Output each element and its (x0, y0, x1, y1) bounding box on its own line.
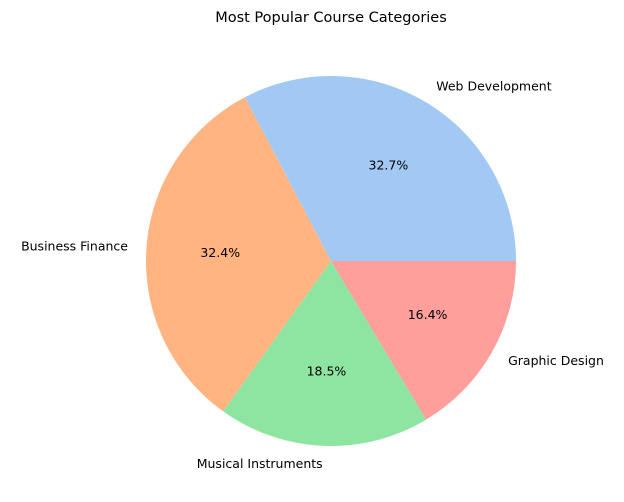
slice-label-graphic-design: Graphic Design (508, 353, 604, 368)
slice-percent-business-finance: 32.4% (200, 245, 240, 260)
slice-percent-graphic-design: 16.4% (408, 307, 448, 322)
pie-slices (145, 76, 516, 446)
pie-slice-web-development (244, 76, 516, 261)
pie-slice-business-finance (145, 97, 331, 412)
slice-percent-musical-instruments: 18.5% (307, 363, 347, 378)
slice-percent-web-development: 32.7% (369, 157, 409, 172)
chart-title: Most Popular Course Categories (215, 10, 447, 26)
pie-slice-musical-instruments (223, 261, 427, 446)
slice-label-musical-instruments: Musical Instruments (197, 456, 323, 471)
pie-slice-graphic-design (331, 261, 516, 420)
slice-label-web-development: Web Development (436, 78, 551, 93)
pie-labels: Web Development 32.7% Business Finance 32.4… (21, 78, 604, 471)
slice-label-business-finance: Business Finance (21, 238, 128, 253)
